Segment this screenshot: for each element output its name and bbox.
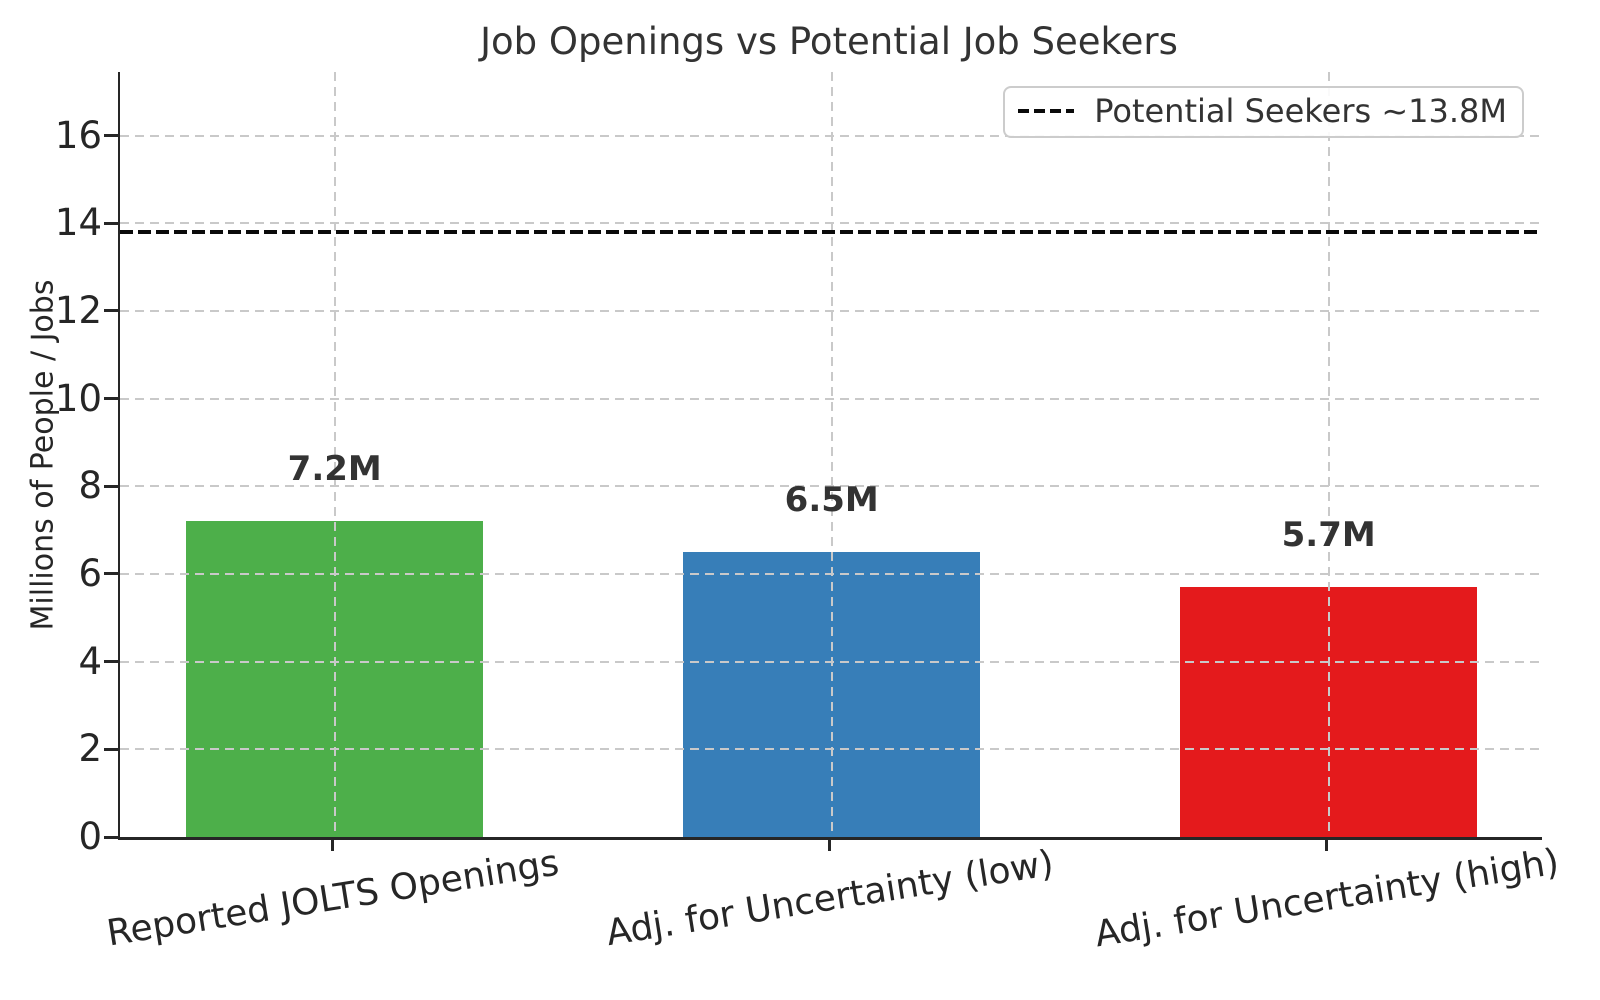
- y-tick-label: 16: [54, 113, 102, 157]
- plot-area: Potential Seekers ~13.8M 7.2M 6.5M 5.7M: [118, 72, 1542, 840]
- reference-line-potential-seekers: [120, 230, 1542, 234]
- y-tick-label: 6: [78, 551, 102, 595]
- x-tick-label: Reported JOLTS Openings: [103, 842, 562, 955]
- y-tick-label: 12: [54, 288, 102, 332]
- y-tick-label: 8: [78, 464, 102, 508]
- bar-value-label: 5.7M: [1281, 515, 1376, 556]
- legend-label: Potential Seekers ~13.8M: [1094, 92, 1507, 130]
- y-tick-mark: [104, 397, 118, 401]
- y-tick-label: 10: [54, 376, 102, 420]
- gridline-vertical: [830, 72, 833, 837]
- legend: Potential Seekers ~13.8M: [1003, 86, 1524, 138]
- x-tick-mark: [828, 840, 832, 851]
- y-tick-mark: [104, 572, 118, 576]
- y-tick-label: 4: [78, 639, 102, 683]
- y-tick-label: 14: [54, 201, 102, 245]
- y-tick-label: 0: [78, 815, 102, 858]
- bar-value-label: 7.2M: [287, 449, 382, 490]
- y-tick-mark: [104, 134, 118, 138]
- y-tick-mark: [104, 835, 118, 839]
- y-tick-mark: [104, 309, 118, 313]
- y-tick-mark: [104, 747, 118, 751]
- y-tick-mark: [104, 660, 118, 664]
- x-tick-mark: [1325, 840, 1329, 851]
- bar-value-label: 6.5M: [784, 480, 879, 521]
- y-tick-mark: [104, 221, 118, 225]
- y-tick-mark: [104, 484, 118, 488]
- x-tick-label: Adj. for Uncertainty (high): [1091, 841, 1562, 956]
- y-tick-label: 2: [78, 727, 102, 771]
- chart-title: Job Openings vs Potential Job Seekers: [480, 20, 1178, 63]
- gridline-vertical: [1327, 72, 1330, 837]
- gridline-vertical: [333, 72, 336, 837]
- legend-dashed-line-icon: [1018, 109, 1075, 113]
- x-tick-mark: [331, 840, 335, 851]
- x-tick-label: Adj. for Uncertainty (low): [603, 842, 1057, 955]
